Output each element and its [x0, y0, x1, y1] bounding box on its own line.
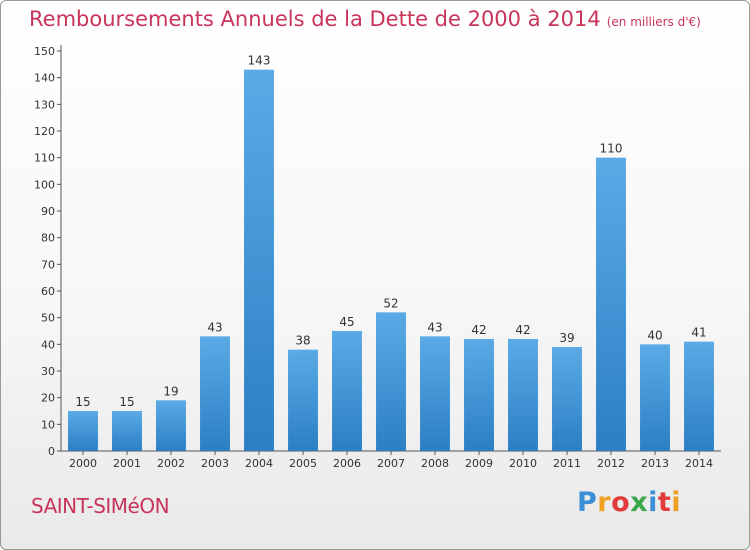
y-tick-label: 50: [41, 312, 55, 325]
y-tick-label: 100: [34, 178, 55, 191]
x-tick-label: 2002: [157, 457, 185, 470]
bar: [464, 339, 494, 451]
logo-letter: P: [577, 487, 598, 518]
bar-value-label: 42: [515, 323, 530, 337]
y-tick-label: 40: [41, 338, 55, 351]
y-tick-label: 90: [41, 205, 55, 218]
proxiti-logo: Proxiti: [577, 487, 681, 518]
x-tick-label: 2008: [421, 457, 449, 470]
logo-letter: r: [597, 487, 612, 518]
bar: [640, 344, 670, 451]
bar-value-label: 38: [295, 334, 310, 348]
bar-value-label: 45: [339, 315, 354, 329]
bar: [420, 336, 450, 451]
y-tick-label: 150: [34, 45, 55, 58]
logo-letter: i: [671, 487, 682, 518]
logo-letter: i: [648, 487, 658, 518]
x-tick-label: 2013: [641, 457, 669, 470]
x-tick-label: 2006: [333, 457, 361, 470]
bar: [332, 331, 362, 451]
bar: [596, 157, 626, 451]
bar-value-label: 43: [207, 320, 222, 334]
x-tick-label: 2001: [113, 457, 141, 470]
city-name: SAINT-SIMéON: [31, 494, 170, 518]
y-tick-label: 30: [41, 365, 55, 378]
y-tick-label: 120: [34, 125, 55, 138]
bar: [376, 312, 406, 451]
bar-value-label: 42: [471, 323, 486, 337]
x-tick-label: 2010: [509, 457, 537, 470]
x-tick-label: 2011: [553, 457, 581, 470]
chart-title: Remboursements Annuels de la Dette de 20…: [29, 7, 701, 31]
logo-letter: t: [657, 487, 672, 518]
bar: [68, 411, 98, 451]
y-tick-label: 0: [48, 445, 55, 458]
bar-value-label: 15: [75, 395, 90, 409]
y-tick-label: 70: [41, 258, 55, 271]
chart-title-text: Remboursements Annuels de la Dette de 20…: [29, 7, 601, 31]
chart-unit: (en milliers d'€): [606, 15, 701, 29]
x-tick-label: 2004: [245, 457, 273, 470]
y-tick-label: 80: [41, 232, 55, 245]
bar-value-label: 143: [248, 54, 271, 68]
bar: [244, 69, 274, 452]
bar: [156, 400, 186, 451]
y-tick-label: 20: [41, 392, 55, 405]
y-tick-label: 110: [34, 152, 55, 165]
bar-value-label: 39: [559, 331, 574, 345]
x-tick-label: 2003: [201, 457, 229, 470]
bar: [112, 411, 142, 451]
logo-letter: x: [630, 487, 649, 518]
x-tick-label: 2014: [685, 457, 713, 470]
x-tick-label: 2007: [377, 457, 405, 470]
x-tick-label: 2005: [289, 457, 317, 470]
y-tick-label: 60: [41, 285, 55, 298]
bar-value-label: 15: [119, 395, 134, 409]
bar-value-label: 52: [383, 296, 398, 310]
logo-letter: o: [611, 487, 631, 518]
x-tick-label: 2000: [69, 457, 97, 470]
y-tick-label: 10: [41, 418, 55, 431]
x-tick-label: 2009: [465, 457, 493, 470]
bar-value-label: 43: [427, 320, 442, 334]
bar: [552, 347, 582, 451]
bar: [200, 336, 230, 451]
bar: [508, 339, 538, 451]
bar-value-label: 41: [691, 326, 706, 340]
bar-value-label: 40: [647, 328, 662, 342]
bar: [684, 341, 714, 451]
x-tick-label: 2012: [597, 457, 625, 470]
y-tick-label: 140: [34, 72, 55, 85]
bar-value-label: 110: [600, 142, 623, 156]
bar: [288, 349, 318, 451]
bar-value-label: 19: [163, 384, 178, 398]
y-tick-label: 130: [34, 98, 55, 111]
